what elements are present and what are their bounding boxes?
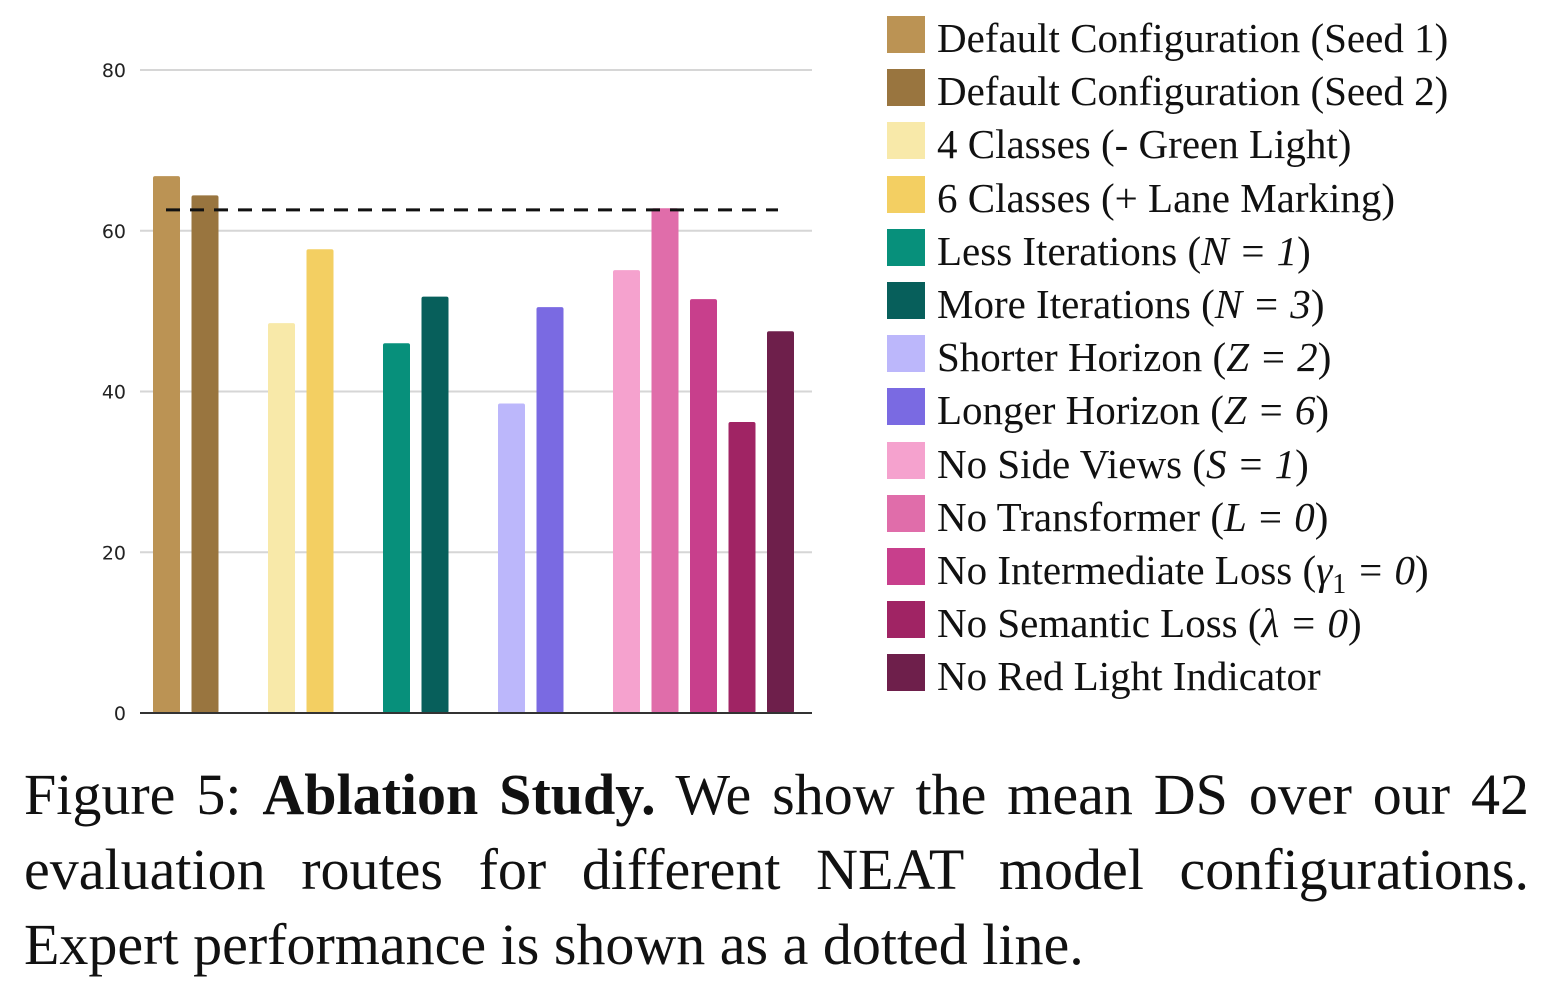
bar-no-semantic-loss-0 xyxy=(728,422,756,713)
y-tick-label-0: 0 xyxy=(114,703,126,725)
bar-more-iterations-n-3 xyxy=(421,296,449,713)
legend-label: Default Configuration (Seed 2) xyxy=(937,68,1449,115)
bar-default-configuration-seed-1 xyxy=(153,176,180,714)
legend-swatch xyxy=(887,654,925,692)
legend-label: More Iterations (N = 3) xyxy=(937,280,1325,327)
legend-label: Less Iterations (N = 1) xyxy=(937,227,1311,274)
legend-swatch xyxy=(887,388,925,426)
legend-swatch xyxy=(887,122,925,160)
legend-label: Longer Horizon (Z = 6) xyxy=(937,387,1330,434)
bar-chart: 0 20 40 60 80 xyxy=(102,60,812,725)
legend-swatch xyxy=(887,335,925,373)
legend-label: No Side Views (S = 1) xyxy=(937,440,1309,487)
bars xyxy=(153,176,794,714)
y-tick-label-40: 40 xyxy=(102,382,126,404)
legend-swatch xyxy=(887,494,925,532)
bar-longer-horizon-z-6 xyxy=(536,307,564,713)
caption-text: We show the mean DS over our 42 evaluati… xyxy=(24,762,1529,977)
legend-swatch xyxy=(887,175,925,213)
figure-caption: Figure 5: Ablation Study. We show the me… xyxy=(24,757,1529,982)
legend-label: No Transformer (L = 0) xyxy=(937,493,1329,540)
bar-less-iterations-n-1 xyxy=(383,343,410,713)
legend-swatch xyxy=(887,16,925,53)
bar-4-classes-green-light xyxy=(268,323,295,713)
legend-swatch xyxy=(887,547,925,585)
caption-prefix: Figure 5: xyxy=(24,762,263,827)
y-tick-label-60: 60 xyxy=(102,221,126,243)
bar-no-transformer-l-0 xyxy=(651,208,679,713)
bar-no-red-light-indicator xyxy=(767,331,794,713)
y-tick-label-20: 20 xyxy=(102,542,126,564)
bar-default-configuration-seed-2 xyxy=(191,195,219,713)
bar-6-classes-lane-marking xyxy=(306,249,334,713)
legend-label: No Intermediate Loss (γ1 = 0) xyxy=(937,546,1429,601)
caption-bold-title: Ablation Study. xyxy=(262,762,656,827)
bar-no-intermediate-loss-1-0 xyxy=(690,299,717,713)
legend-label: 6 Classes (+ Lane Marking) xyxy=(937,174,1396,221)
legend-label: 4 Classes (- Green Light) xyxy=(937,121,1352,168)
bar-shorter-horizon-z-2 xyxy=(498,403,525,713)
bar-no-side-views-s-1 xyxy=(613,270,640,713)
legend-label: Default Configuration (Seed 1) xyxy=(937,15,1449,61)
legend-swatch xyxy=(887,228,925,266)
y-axis-tick-labels: 0 20 40 60 80 xyxy=(102,60,126,725)
legend-label: No Semantic Loss (λ = 0) xyxy=(937,600,1362,647)
legend-label: No Red Light Indicator xyxy=(937,653,1321,700)
legend-swatch xyxy=(887,601,925,639)
legend-swatch xyxy=(887,281,925,319)
legend-swatch xyxy=(887,441,925,479)
legend-swatch xyxy=(887,69,925,107)
legend-label: Shorter Horizon (Z = 2) xyxy=(937,334,1332,381)
y-tick-label-80: 80 xyxy=(102,60,126,82)
